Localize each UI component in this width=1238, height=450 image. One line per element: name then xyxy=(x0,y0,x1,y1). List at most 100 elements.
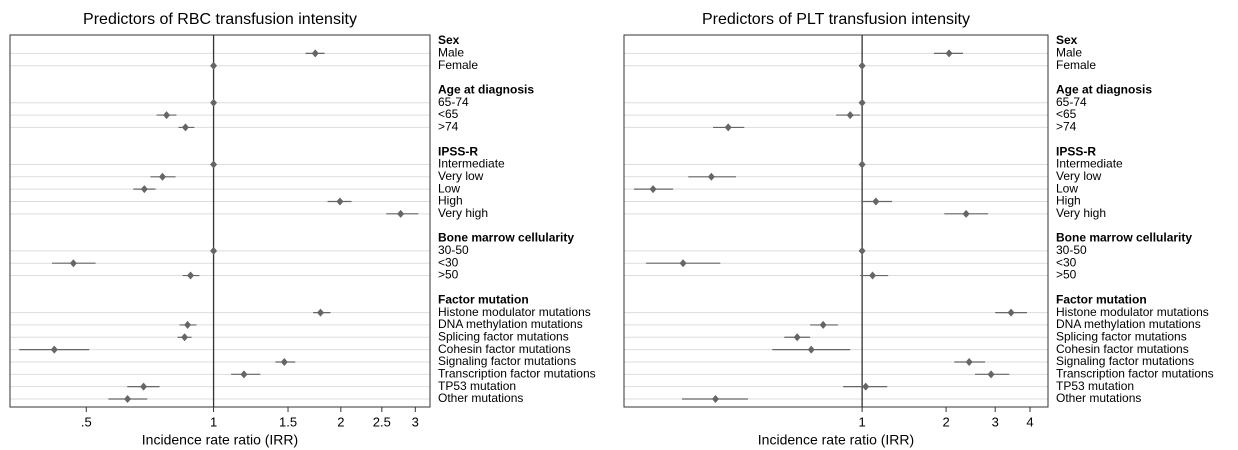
row-label: Transcription factor mutations xyxy=(1056,366,1214,380)
x-tick-label: 2 xyxy=(337,414,344,429)
row-label: Splicing factor mutations xyxy=(1056,329,1187,343)
estimate xyxy=(187,271,195,280)
row-label: 65-74 xyxy=(1056,95,1087,109)
row-label: 65-74 xyxy=(438,95,469,109)
group-header: IPSS-R xyxy=(1056,144,1096,158)
row-label: <65 xyxy=(1056,107,1077,121)
x-tick-label: 3 xyxy=(992,414,999,429)
estimate xyxy=(184,320,192,329)
estimate xyxy=(210,61,218,70)
row-label: Male xyxy=(1056,46,1082,60)
estimate xyxy=(69,259,77,268)
x-tick-label: 1.5 xyxy=(279,414,297,429)
estimate xyxy=(987,370,995,379)
group-header: Bone marrow cellularity xyxy=(1056,231,1192,245)
estimate xyxy=(1007,308,1015,317)
estimate xyxy=(858,246,866,255)
x-tick-label: 3 xyxy=(412,414,419,429)
row-label: Intermediate xyxy=(1056,157,1123,171)
row-label: Transcription factor mutations xyxy=(438,366,596,380)
row-label: Signaling factor mutations xyxy=(438,354,576,368)
estimate xyxy=(124,395,132,404)
estimate xyxy=(858,98,866,107)
x-tick-label: 4 xyxy=(1026,414,1033,429)
group-header: Factor mutation xyxy=(1056,292,1147,306)
row-label: DNA methylation mutations xyxy=(1056,317,1201,331)
row-label: DNA methylation mutations xyxy=(438,317,583,331)
x-tick-label: .5 xyxy=(81,414,92,429)
estimate xyxy=(724,123,732,132)
estimate xyxy=(862,382,870,391)
estimate xyxy=(50,345,58,354)
group-header: IPSS-R xyxy=(438,144,478,158)
estimate xyxy=(872,197,880,206)
row-label: 30-50 xyxy=(438,243,469,257)
estimate xyxy=(240,370,248,379)
row-label: >50 xyxy=(1056,268,1077,282)
estimate xyxy=(807,345,815,354)
row-label: Low xyxy=(1056,181,1078,195)
estimate xyxy=(711,395,719,404)
estimate xyxy=(707,172,715,181)
row-label: Other mutations xyxy=(1056,391,1141,405)
row-label: Very high xyxy=(438,206,488,220)
estimate xyxy=(649,185,657,194)
row-label: >50 xyxy=(438,268,459,282)
row-label: Signaling factor mutations xyxy=(1056,354,1194,368)
estimate xyxy=(869,271,877,280)
row-label: High xyxy=(1056,194,1081,208)
estimate xyxy=(679,259,687,268)
row-label: Intermediate xyxy=(438,157,505,171)
estimate xyxy=(210,246,218,255)
estimate xyxy=(945,49,953,58)
x-tick-label: 2.5 xyxy=(373,414,391,429)
row-label: Cohesin factor mutations xyxy=(1056,342,1189,356)
estimate xyxy=(140,382,148,391)
estimate xyxy=(311,49,319,58)
estimate xyxy=(163,111,171,120)
group-header: Sex xyxy=(1056,33,1078,47)
estimate xyxy=(819,320,827,329)
row-label: Female xyxy=(438,58,478,72)
row-label: <30 xyxy=(438,255,459,269)
x-axis-title: Incidence rate ratio (IRR) xyxy=(142,432,298,448)
row-label: Cohesin factor mutations xyxy=(438,342,571,356)
x-tick-label: 1 xyxy=(210,414,217,429)
estimate xyxy=(181,123,189,132)
estimate xyxy=(962,209,970,218)
group-header: Age at diagnosis xyxy=(1056,83,1152,97)
row-label: 30-50 xyxy=(1056,243,1087,257)
estimate xyxy=(858,160,866,169)
chart-title: Predictors of PLT transfusion intensity xyxy=(702,11,970,28)
row-label: Other mutations xyxy=(438,391,523,405)
estimate xyxy=(316,308,324,317)
estimate xyxy=(793,333,801,342)
row-label: Very high xyxy=(1056,206,1106,220)
chart-title: Predictors of RBC transfusion intensity xyxy=(83,11,357,28)
row-label: Histone modulator mutations xyxy=(438,305,591,319)
row-label: Very low xyxy=(438,169,484,183)
x-axis-title: Incidence rate ratio (IRR) xyxy=(758,432,914,448)
estimate xyxy=(210,160,218,169)
x-tick-label: 1 xyxy=(859,414,866,429)
row-label: High xyxy=(438,194,463,208)
group-header: Factor mutation xyxy=(438,292,529,306)
row-label: Low xyxy=(438,181,460,195)
row-label: <65 xyxy=(438,107,459,121)
row-label: Very low xyxy=(1056,169,1102,183)
estimate xyxy=(210,98,218,107)
row-label: TP53 mutation xyxy=(1056,379,1134,393)
group-header: Bone marrow cellularity xyxy=(438,231,574,245)
estimate xyxy=(336,197,344,206)
plot-frame xyxy=(9,34,431,408)
x-tick-label: 2 xyxy=(942,414,949,429)
estimate xyxy=(965,357,973,366)
estimate xyxy=(280,357,288,366)
row-label: Female xyxy=(1056,58,1096,72)
estimate xyxy=(397,209,405,218)
estimate xyxy=(140,185,148,194)
estimate xyxy=(858,61,866,70)
estimate xyxy=(846,111,854,120)
